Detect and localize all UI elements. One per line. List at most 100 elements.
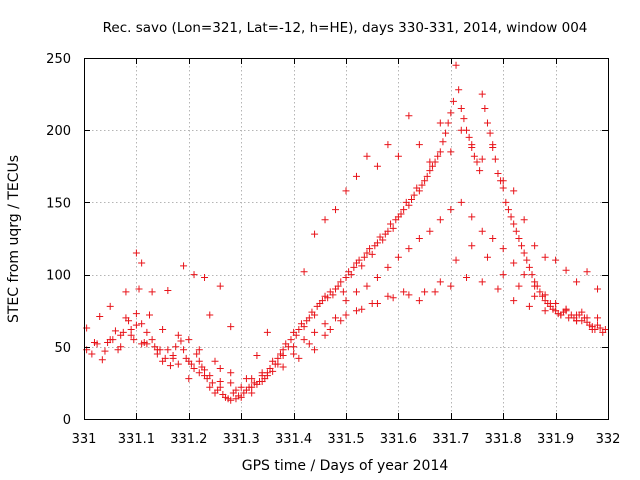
data-point — [227, 379, 235, 387]
data-point — [122, 288, 130, 296]
data-point — [531, 292, 539, 300]
data-point — [436, 148, 444, 156]
data-point — [101, 347, 109, 355]
data-point — [201, 273, 209, 281]
data-point — [405, 245, 413, 253]
data-point — [389, 294, 397, 302]
data-point — [588, 325, 596, 333]
data-point — [452, 61, 460, 69]
data-point — [510, 220, 518, 228]
data-point — [442, 129, 450, 137]
data-point — [355, 256, 363, 264]
data-point — [476, 167, 484, 175]
data-point — [486, 129, 494, 137]
data-point — [573, 311, 581, 319]
data-point — [410, 191, 418, 199]
data-point — [363, 152, 371, 160]
data-point — [206, 372, 214, 380]
data-point — [494, 285, 502, 293]
data-point — [415, 235, 423, 242]
data-point — [455, 86, 463, 94]
data-point — [518, 242, 526, 250]
data-point — [106, 302, 114, 310]
data-point — [363, 249, 371, 257]
data-point — [434, 152, 442, 160]
x-axis-label: GPS time / Days of year 2014 — [242, 458, 449, 474]
data-point — [350, 263, 358, 271]
data-point — [324, 294, 332, 302]
data-point — [360, 253, 368, 261]
data-point — [166, 362, 174, 370]
data-point — [368, 250, 376, 258]
data-point — [436, 216, 444, 224]
data-point — [321, 216, 329, 224]
data-point — [135, 285, 143, 293]
data-point — [106, 336, 114, 344]
data-point — [468, 213, 476, 221]
data-point — [279, 363, 287, 371]
data-point — [379, 236, 387, 244]
data-point — [93, 340, 101, 348]
chart-title: Rec. savo (Lon=321, Lat=-12, h=HE), days… — [103, 20, 588, 36]
data-point — [311, 346, 319, 354]
data-point — [337, 278, 345, 286]
data-point — [426, 167, 434, 175]
data-point — [195, 346, 203, 354]
data-point — [478, 278, 486, 286]
data-point — [562, 266, 570, 274]
data-point — [201, 366, 209, 374]
data-point — [397, 210, 405, 218]
data-point — [216, 364, 224, 372]
data-point — [457, 198, 465, 206]
data-point — [292, 331, 300, 339]
data-point — [258, 369, 266, 377]
y-tick-label: 0 — [63, 413, 71, 428]
data-point — [447, 282, 455, 290]
data-point — [481, 105, 489, 113]
data-point — [415, 297, 423, 305]
data-point — [447, 109, 455, 117]
data-point — [119, 328, 127, 336]
data-point — [190, 364, 198, 372]
data-point — [96, 312, 104, 320]
data-point — [363, 282, 371, 290]
data-point — [525, 263, 533, 271]
data-point — [352, 307, 360, 315]
data-point — [478, 227, 486, 235]
data-point — [415, 187, 423, 195]
data-point — [269, 367, 277, 375]
data-point — [227, 396, 235, 404]
data-point — [185, 336, 193, 344]
data-point — [138, 259, 146, 267]
data-point — [405, 201, 413, 209]
data-point — [180, 262, 188, 270]
data-point — [132, 321, 140, 329]
data-point — [132, 249, 140, 257]
data-point — [373, 162, 381, 170]
data-point — [421, 288, 429, 296]
data-point — [269, 357, 277, 365]
data-point — [510, 187, 518, 195]
data-point — [190, 271, 198, 279]
data-point — [596, 324, 604, 332]
y-tick-label: 250 — [46, 52, 71, 67]
data-point — [373, 273, 381, 281]
data-point — [311, 230, 319, 238]
data-point — [305, 314, 313, 322]
data-point — [138, 320, 146, 328]
data-point — [358, 305, 366, 313]
data-point — [499, 271, 507, 279]
x-tick-label: 331.9 — [537, 432, 574, 447]
data-points — [83, 61, 609, 404]
data-point — [287, 336, 295, 344]
data-point — [465, 133, 473, 141]
y-tick-label: 200 — [46, 124, 71, 139]
data-point — [334, 282, 342, 290]
data-point — [195, 357, 203, 365]
data-point — [185, 357, 193, 365]
data-point — [531, 242, 539, 250]
data-point — [457, 105, 465, 113]
data-point — [428, 162, 436, 170]
data-point — [449, 97, 457, 105]
